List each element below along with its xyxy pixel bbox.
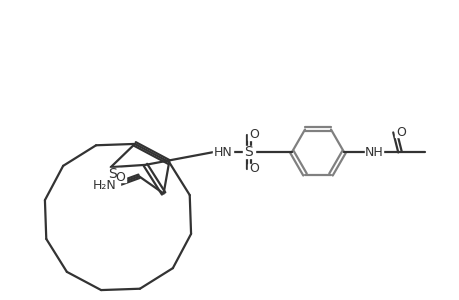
Text: O: O	[248, 128, 258, 142]
Text: NH: NH	[364, 146, 382, 158]
Text: S: S	[244, 145, 253, 159]
Text: HN: HN	[213, 146, 232, 158]
Bar	[247, 164, 259, 174]
Text: O: O	[395, 125, 405, 139]
Bar	[247, 130, 259, 140]
Bar	[394, 127, 406, 137]
Bar	[213, 146, 233, 158]
Bar	[114, 172, 126, 182]
Bar	[364, 146, 382, 158]
Text: H₂N: H₂N	[93, 179, 117, 192]
Text: S: S	[108, 167, 117, 181]
Bar	[90, 180, 119, 192]
Text: O: O	[115, 171, 125, 184]
Text: O: O	[248, 163, 258, 176]
Bar	[106, 168, 119, 180]
Bar	[242, 146, 254, 158]
